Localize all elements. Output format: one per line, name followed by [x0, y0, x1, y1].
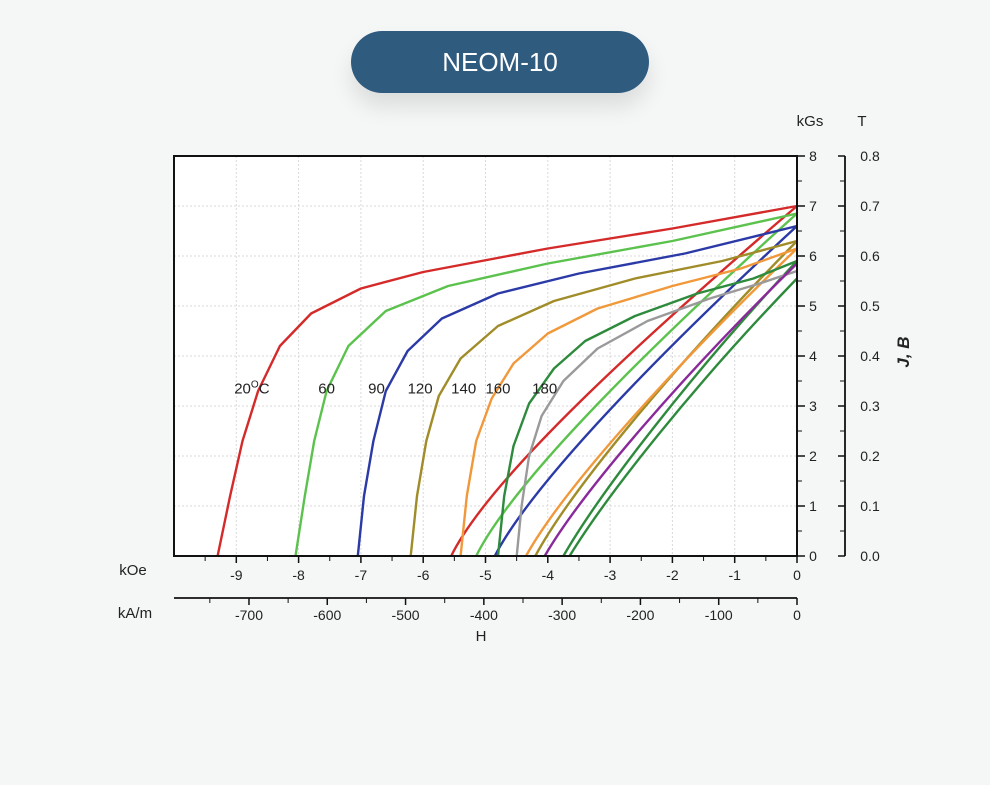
x-tick-label-koe: -9 — [230, 567, 243, 583]
y-tick-label-tesla: 0.5 — [860, 298, 880, 314]
y-tick-label-tesla: 0.7 — [860, 198, 880, 214]
x-tick-label-kam: -400 — [470, 607, 498, 623]
y-axis-label: J, B — [894, 336, 913, 367]
x-tick-label-kam: -100 — [705, 607, 733, 623]
y-tick-label-tesla: 0.6 — [860, 248, 880, 264]
y-tick-label-tesla: 0.4 — [860, 348, 880, 364]
y-tick-label-kgs: 0 — [809, 548, 817, 564]
x-axis-label: H — [476, 628, 487, 645]
curves — [216, 204, 798, 557]
b-line-4 — [524, 247, 798, 557]
labels: 0 1 2 3 4 5 6 7 8 0.0 0.1 0.2 0.3 0.4 0.5 0.6 0.7 0.8 kGs T… — [118, 113, 913, 645]
x-tick-label-koe: -4 — [542, 567, 555, 583]
x-tick-label-koe: -5 — [479, 567, 492, 583]
j-curve-0 — [216, 204, 798, 557]
y-tick-label-kgs: 6 — [809, 248, 817, 264]
x-tick-label-kam: -500 — [392, 607, 420, 623]
y-tick-label-kgs: 5 — [809, 298, 817, 314]
temperature-label: 160 — [485, 381, 510, 398]
y-tick-label-tesla: 0.8 — [860, 148, 880, 164]
temperature-label: 60 — [318, 381, 335, 398]
y-tick-label-kgs: 7 — [809, 198, 817, 214]
j-curve-1 — [294, 212, 798, 557]
x-tick-label-koe: -7 — [355, 567, 368, 583]
axes — [173, 155, 846, 605]
temperature-label: 180 — [532, 381, 557, 398]
y-tick-label-kgs: 3 — [809, 398, 817, 414]
b-line-2 — [493, 225, 798, 557]
j-curve-3 — [409, 239, 798, 557]
x-tick-label-kam: -600 — [313, 607, 341, 623]
j-curve-6 — [515, 269, 798, 557]
b-line-7 — [543, 262, 798, 557]
x-tick-label-koe: -6 — [417, 567, 430, 583]
x-tick-label-kam: -200 — [626, 607, 654, 623]
j-curve-2 — [356, 224, 798, 557]
x-tick-label-kam: 0 — [793, 607, 801, 623]
y-unit-kgs: kGs — [797, 113, 824, 130]
temperature-label: 140 — [451, 381, 476, 398]
x-unit-kam: kA/m — [118, 605, 152, 622]
x-unit-koe: kOe — [119, 562, 147, 579]
x-tick-label-koe: -8 — [292, 567, 305, 583]
temperature-label: 20OC — [234, 380, 269, 398]
chart-title: NEOM-10 — [351, 31, 649, 93]
y-tick-label-tesla: 0.1 — [860, 498, 880, 514]
y-tick-label-kgs: 4 — [809, 348, 817, 364]
j-curve-4 — [459, 247, 798, 557]
y-tick-label-kgs: 1 — [809, 498, 817, 514]
grid-lines — [174, 156, 797, 556]
y-unit-tesla: T — [857, 113, 866, 130]
x-tick-label-koe: -1 — [728, 567, 741, 583]
b-line-0 — [450, 205, 798, 557]
y-tick-label-kgs: 8 — [809, 148, 817, 164]
j-curve-5 — [496, 259, 798, 557]
b-line-8 — [568, 277, 798, 557]
x-tick-label-kam: -700 — [235, 607, 263, 623]
x-tick-label-kam: -300 — [548, 607, 576, 623]
y-tick-label-tesla: 0.3 — [860, 398, 880, 414]
x-tick-label-koe: -2 — [666, 567, 679, 583]
y-tick-label-tesla: 0.0 — [860, 548, 880, 564]
b-line-3 — [534, 240, 798, 557]
b-line-1 — [475, 212, 798, 557]
x-tick-label-koe: 0 — [793, 567, 801, 583]
y-tick-label-tesla: 0.2 — [860, 448, 880, 464]
temperature-label: 120 — [408, 381, 433, 398]
x-tick-label-koe: -3 — [604, 567, 617, 583]
temperature-label: 90 — [368, 381, 385, 398]
y-tick-label-kgs: 2 — [809, 448, 817, 464]
